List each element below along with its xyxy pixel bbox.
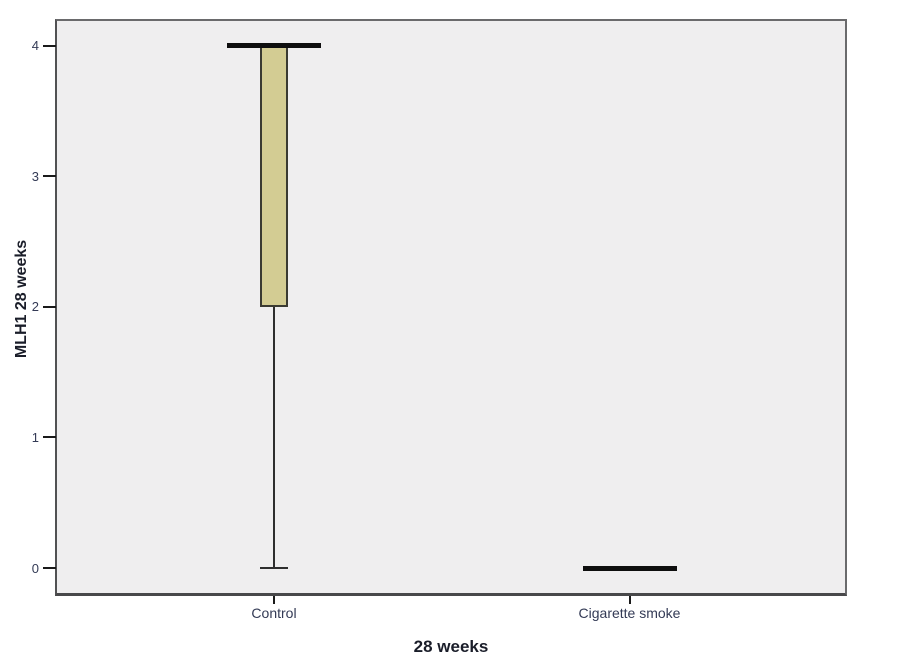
lower-whisker-cap xyxy=(260,567,288,569)
x-tick-mark xyxy=(273,596,275,604)
y-tick-mark xyxy=(43,44,56,47)
y-axis-title-text: MLH1 28 weeks xyxy=(13,239,30,359)
y-tick-label: 3 xyxy=(31,168,39,184)
lower-whisker xyxy=(273,306,275,568)
x-tick-label: Control xyxy=(251,605,297,621)
y-tick-mark xyxy=(43,305,56,308)
x-axis-title: 28 weeks xyxy=(413,637,489,656)
y-tick-label: 0 xyxy=(31,560,39,576)
plot-area xyxy=(55,19,847,596)
median-line xyxy=(227,43,321,49)
x-tick-mark xyxy=(628,596,631,604)
y-tick-mark xyxy=(43,436,56,439)
x-tick-label: Cigarette smoke xyxy=(578,605,681,621)
y-tick-label: 1 xyxy=(31,429,39,445)
y-tick-mark xyxy=(43,175,56,178)
iqr-box xyxy=(260,46,288,307)
y-tick-label: 4 xyxy=(31,38,39,54)
y-tick-label: 2 xyxy=(31,299,39,315)
median-line xyxy=(582,565,677,571)
y-tick-mark xyxy=(43,567,56,569)
